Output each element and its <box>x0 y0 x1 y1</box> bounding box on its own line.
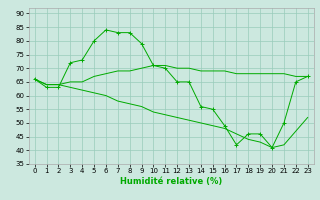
X-axis label: Humidité relative (%): Humidité relative (%) <box>120 177 222 186</box>
